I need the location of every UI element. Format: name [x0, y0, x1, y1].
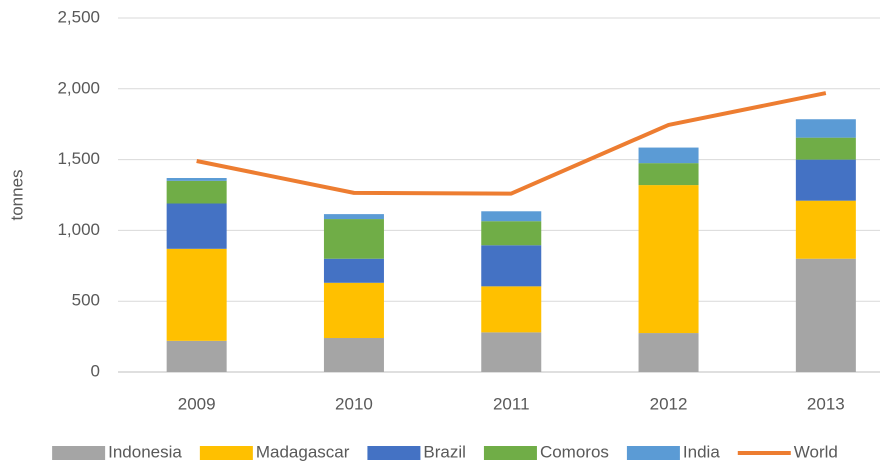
y-tick-label: 2,000	[57, 78, 100, 97]
x-tick-label: 2013	[807, 394, 845, 413]
bar-segment	[795, 119, 856, 138]
bar-segment	[795, 137, 856, 160]
legend-label: Comoros	[540, 442, 609, 461]
bar-segment	[638, 333, 699, 372]
bar-segment	[795, 258, 856, 372]
legend-swatch	[483, 446, 537, 460]
bar-segment	[638, 147, 699, 164]
x-tick-label: 2010	[335, 394, 373, 413]
bar-segment	[323, 282, 384, 339]
x-tick-label: 2012	[650, 394, 688, 413]
legend-label: India	[683, 442, 720, 461]
bar-segment	[481, 221, 542, 246]
bar-segment	[166, 178, 227, 181]
bar-segment	[166, 248, 227, 341]
y-tick-label: 500	[72, 291, 100, 310]
line-series	[196, 91, 827, 196]
y-tick-label: 2,500	[57, 7, 100, 26]
bar-segment	[323, 219, 384, 259]
bar-segment	[323, 258, 384, 283]
x-tick-label: 2009	[178, 394, 216, 413]
y-axis-label: tonnes	[7, 169, 26, 220]
legend-label: Indonesia	[108, 442, 182, 461]
x-tick-label: 2011	[493, 394, 530, 413]
legend-swatch	[52, 446, 106, 460]
bar-segment	[323, 214, 384, 220]
legend-swatch	[626, 446, 680, 460]
bar-segment	[795, 200, 856, 259]
bar-segment	[481, 286, 542, 333]
bar-segment	[166, 203, 227, 249]
bar-segment	[166, 340, 227, 372]
legend-swatch	[367, 446, 421, 460]
bar-segment	[323, 338, 384, 372]
y-tick-label: 0	[91, 361, 100, 380]
bar-segment	[638, 163, 699, 186]
y-tick-label: 1,500	[57, 149, 100, 168]
legend-swatch	[199, 446, 253, 460]
bar-segment	[795, 159, 856, 201]
bar-segment	[481, 211, 542, 222]
bar-segment	[166, 180, 227, 204]
bar-segment	[638, 185, 699, 334]
bar-segment	[481, 245, 542, 287]
bar-segment	[481, 332, 542, 372]
legend-label: Madagascar	[256, 442, 350, 461]
legend-label: World	[794, 442, 838, 461]
legend-label: Brazil	[423, 442, 466, 461]
y-tick-label: 1,000	[57, 220, 100, 239]
